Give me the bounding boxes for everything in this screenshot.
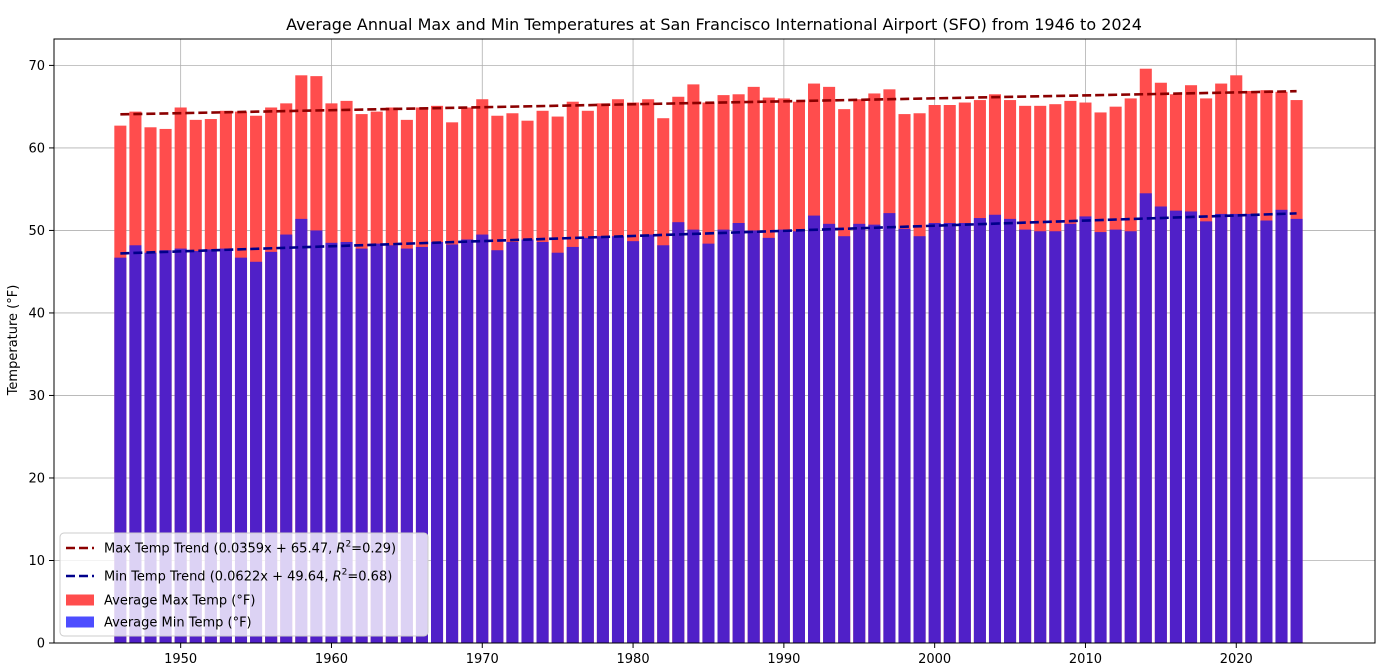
bar-min: [672, 222, 685, 643]
bar-min: [1169, 210, 1182, 643]
bar-min: [1094, 232, 1107, 643]
bar-min: [627, 241, 640, 644]
legend: Max Temp Trend (0.0359x + 65.47, R2=0.29…: [59, 532, 429, 637]
bar-min: [838, 236, 851, 644]
bar-min: [581, 237, 594, 644]
legend-patch-swatch: [66, 594, 94, 606]
bar-min: [566, 246, 579, 643]
x-tick-label: 1990: [767, 652, 800, 667]
bar-min: [1004, 218, 1017, 644]
bar-min: [807, 215, 821, 644]
legend-label: Min Temp Trend (0.0622x + 49.64, R2=0.68…: [104, 568, 392, 585]
bar-min: [1019, 229, 1032, 643]
bar-min: [973, 218, 986, 644]
axes-frame: [53, 38, 1376, 644]
y-tick-label: 0: [37, 637, 45, 652]
bar-min: [958, 223, 971, 643]
bar-min: [1124, 231, 1137, 643]
bar-min: [702, 243, 715, 643]
bar-min: [732, 223, 745, 643]
x-tick-label: 1970: [466, 652, 499, 667]
plot-area: 1950 1960 1970 1980 1990 2000 2010 2020 0 10 20 30 4…: [28, 38, 1376, 667]
bar-min: [792, 231, 805, 643]
bar-min: [596, 236, 609, 644]
bar-min: [928, 223, 941, 643]
bar-min: [1064, 223, 1077, 643]
bar-min: [1109, 229, 1122, 643]
bar-min: [1245, 213, 1258, 643]
bar-min: [898, 228, 911, 643]
legend-label: Average Min Temp (°F): [104, 616, 252, 631]
bar-min: [446, 244, 459, 643]
bar-min: [1034, 231, 1047, 643]
bar-min: [823, 223, 836, 643]
bar-min: [1200, 221, 1213, 643]
bar-min: [611, 236, 625, 644]
bar-min: [1079, 216, 1092, 644]
bar-min: [687, 229, 700, 643]
bar-min: [1154, 206, 1167, 643]
bar-min: [551, 252, 564, 643]
y-tick-label: 40: [28, 306, 45, 321]
bar-min: [461, 239, 474, 644]
y-axis-label: Temperature (°F): [6, 285, 21, 397]
bar-min: [1275, 209, 1288, 643]
bar-min: [1049, 231, 1062, 643]
y-tick-label: 50: [28, 224, 45, 239]
bar-min: [717, 229, 730, 643]
bar-min: [536, 241, 549, 643]
legend-label: Max Temp Trend (0.0359x + 65.47, R2=0.29…: [104, 540, 396, 557]
bar-min: [777, 229, 790, 643]
x-tick-label: 2020: [1220, 652, 1253, 667]
x-tick-label: 2000: [918, 652, 951, 667]
y-tick-label: 60: [28, 141, 45, 156]
bar-min: [868, 224, 881, 643]
bar-min: [430, 241, 444, 643]
legend-label: Average Max Temp (°F): [104, 594, 255, 609]
bar-min: [1215, 213, 1228, 643]
bar-min: [913, 236, 926, 644]
bar-min: [642, 234, 655, 643]
bar-min: [747, 230, 760, 643]
x-tick-label: 2010: [1069, 652, 1102, 667]
bar-min: [883, 213, 896, 643]
bar-min: [521, 239, 534, 644]
y-tick-label: 30: [28, 389, 45, 404]
bar-min: [1230, 213, 1243, 643]
y-tick-label: 10: [28, 554, 45, 569]
bar-min: [1260, 220, 1273, 643]
bar-min: [491, 250, 504, 643]
x-tick-label: 1960: [315, 652, 348, 667]
max-trend-line: [120, 89, 1297, 116]
bar-min: [988, 214, 1002, 644]
min-trend-line: [120, 212, 1297, 255]
bar-min: [1139, 193, 1152, 644]
legend-box: [59, 532, 429, 637]
legend-patch-swatch: [66, 616, 94, 628]
y-tick-label: 70: [28, 59, 45, 74]
y-tick-label: 20: [28, 471, 45, 486]
bar-min: [476, 234, 489, 643]
x-tick-label: 1950: [164, 652, 197, 667]
bar-min: [657, 245, 670, 643]
bar-min: [853, 223, 866, 643]
bar-min: [506, 241, 519, 643]
bar-min: [1184, 211, 1198, 643]
x-tick-label: 1980: [617, 652, 650, 667]
bar-min: [1290, 218, 1303, 644]
bar-min: [943, 223, 956, 643]
bar-min: [762, 237, 775, 644]
chart-title: Average Annual Max and Min Temperatures …: [286, 15, 1142, 34]
